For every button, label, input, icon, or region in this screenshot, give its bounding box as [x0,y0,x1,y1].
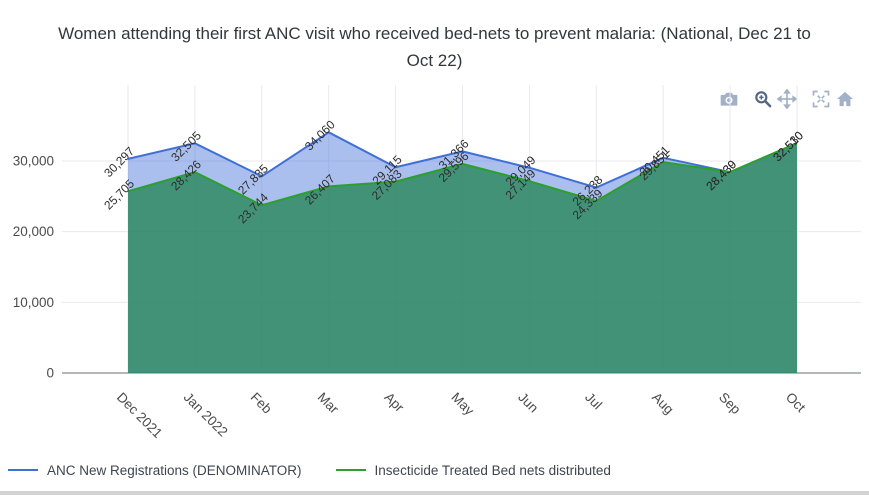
download-plot-button[interactable] [717,88,741,110]
autoscale-button[interactable] [809,88,833,110]
y-tick-label: 30,000 [13,154,54,169]
x-tick-label: Jul [582,390,605,413]
chart-title: Women attending their first ANC visit wh… [0,20,869,74]
line-series-1 [127,142,798,207]
x-tick-label: Sep [716,390,744,418]
x-tick-label: Oct [783,390,809,416]
x-tick-label: Feb [248,390,275,417]
magnifier-zoom-icon [753,89,773,109]
x-tick-label: Aug [649,390,677,418]
y-axis-tick-labels: 0 10,000 20,000 30,000 [13,154,54,381]
line-series-0 [127,131,798,189]
autoscale-expand-icon [811,89,831,109]
x-axis-tick-labels: Dec 2021 Jan 2022 Feb Mar Apr May Jun Jul Aug Sep… [114,390,809,441]
y-tick-label: 10,000 [13,295,54,310]
area-fill-series-1 [128,143,797,373]
legend-item-0[interactable]: ANC New Registrations (DENOMINATOR) [8,463,302,478]
chart-title-line1: Women attending their first ANC visit wh… [58,24,811,43]
legend-label: Insecticide Treated Bed nets distributed [374,462,611,478]
home-icon [835,89,855,109]
bottom-divider [0,491,869,495]
x-tick-label: Mar [315,390,342,417]
legend: ANC New Registrations (DENOMINATOR) Insec… [8,458,645,482]
reset-axes-button[interactable] [833,88,857,110]
x-tick-label: Jan 2022 [181,390,231,440]
legend-line-swatch [8,469,38,471]
x-tick-label: May [448,390,477,419]
x-tick-label: Jun [515,390,541,416]
pan-arrows-icon [777,89,797,109]
camera-icon [719,89,739,109]
chart-title-line2: Oct 22) [406,51,463,70]
y-tick-label: 20,000 [13,224,54,239]
legend-line-swatch [335,469,366,471]
legend-item-1[interactable]: Insecticide Treated Bed nets distributed [335,462,611,478]
y-tick-label: 0 [46,366,54,381]
zoom-button[interactable] [751,88,775,110]
x-tick-label: Dec 2021 [114,390,165,441]
pan-button[interactable] [775,88,799,110]
plotly-modebar [707,88,857,110]
x-tick-label: Apr [381,390,407,416]
legend-label: ANC New Registrations (DENOMINATOR) [47,462,302,478]
